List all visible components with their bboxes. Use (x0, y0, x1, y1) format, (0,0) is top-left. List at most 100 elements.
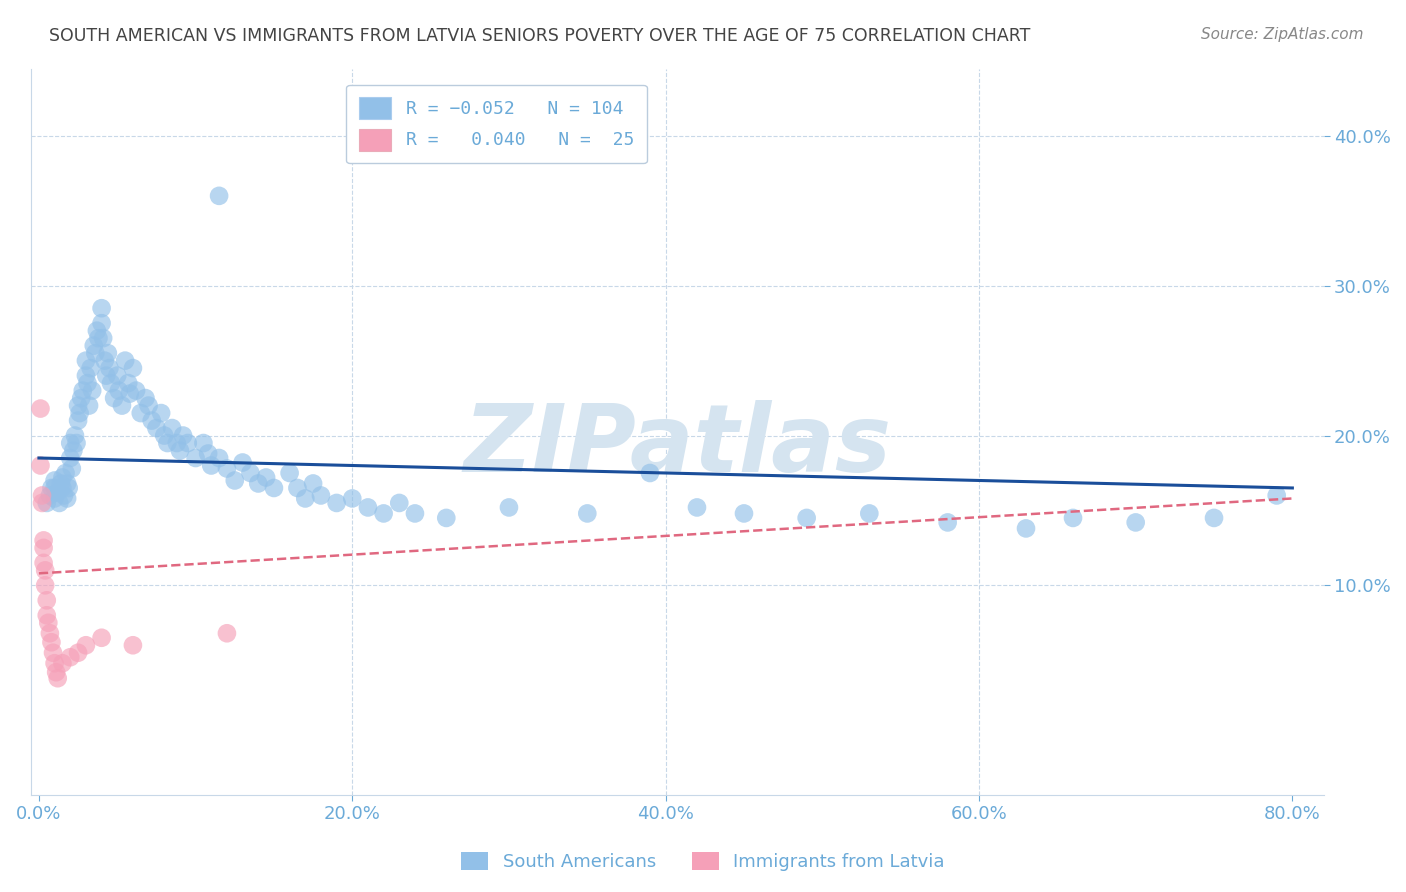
Point (30, 458, 52, 473)
Point (114, 353, 136, 368)
Point (796, 511, 818, 525)
Point (59, 436, 82, 450)
Point (35, 608, 58, 623)
Point (90, 631, 112, 645)
Point (44, 657, 66, 671)
Point (200, 458, 222, 473)
Point (576, 507, 599, 521)
Point (75, 638, 97, 652)
Point (96, 368, 118, 383)
Point (342, 491, 364, 506)
Point (70, 391, 93, 405)
Point (98, 361, 121, 376)
Text: ZIPatlas: ZIPatlas (464, 401, 891, 492)
Point (309, 488, 332, 502)
Point (34, 578, 56, 592)
Point (97, 346, 120, 360)
Point (91, 331, 114, 345)
Point (118, 386, 141, 401)
Point (145, 421, 167, 435)
Point (32, 556, 55, 570)
Point (67, 413, 90, 427)
Point (84, 346, 107, 360)
Point (41, 635, 63, 649)
Point (49, 476, 72, 491)
Point (254, 470, 277, 484)
Point (67, 646, 90, 660)
Text: SOUTH AMERICAN VS IMMIGRANTS FROM LATVIA SENIORS POVERTY OVER THE AGE OF 75 CORR: SOUTH AMERICAN VS IMMIGRANTS FROM LATVIA… (49, 27, 1031, 45)
Point (103, 391, 125, 405)
Point (177, 436, 200, 450)
Point (51, 470, 73, 484)
Point (160, 421, 183, 435)
Point (58, 481, 80, 495)
Point (122, 361, 145, 376)
Point (232, 455, 254, 469)
Point (434, 511, 457, 525)
Point (153, 428, 176, 442)
Point (41, 481, 63, 495)
Point (38, 626, 60, 640)
Point (373, 507, 395, 521)
Point (76, 376, 98, 390)
Point (150, 406, 173, 420)
Legend: South Americans, Immigrants from Latvia: South Americans, Immigrants from Latvia (454, 845, 952, 879)
Point (111, 399, 134, 413)
Point (686, 500, 709, 515)
Point (45, 665, 67, 680)
Point (122, 638, 145, 652)
Point (169, 443, 191, 458)
Point (733, 507, 755, 521)
Point (53, 488, 76, 502)
Point (90, 316, 112, 330)
Point (42, 646, 65, 660)
Point (1062, 511, 1084, 525)
Point (125, 384, 148, 398)
Point (37, 615, 59, 630)
Point (134, 391, 156, 405)
Point (77, 399, 100, 413)
Point (44, 491, 66, 506)
Point (239, 466, 262, 480)
Point (302, 476, 325, 491)
Point (56, 491, 79, 506)
Point (87, 331, 110, 345)
Point (83, 339, 105, 353)
Point (46, 485, 69, 500)
Point (1015, 521, 1038, 535)
Point (60, 461, 83, 475)
Point (59, 450, 82, 465)
Point (208, 450, 231, 465)
Point (208, 189, 231, 203)
Point (166, 436, 188, 450)
Point (105, 368, 128, 383)
Point (38, 488, 60, 502)
Point (67, 399, 90, 413)
Point (108, 384, 131, 398)
Point (184, 450, 207, 465)
Point (278, 466, 301, 480)
Point (325, 496, 347, 510)
Point (51, 481, 73, 495)
Point (86, 324, 108, 338)
Point (858, 507, 880, 521)
Point (35, 593, 58, 607)
Point (48, 496, 70, 510)
Point (44, 481, 66, 495)
Point (1202, 511, 1225, 525)
Point (357, 500, 380, 515)
Point (32, 541, 55, 555)
Point (56, 476, 79, 491)
Point (138, 399, 160, 413)
Point (46, 671, 69, 685)
Point (32, 533, 55, 548)
Point (90, 301, 112, 316)
Point (51, 657, 73, 671)
Point (62, 443, 84, 458)
Point (224, 474, 246, 488)
Point (193, 436, 215, 450)
Point (215, 626, 238, 640)
Point (215, 461, 238, 475)
Point (55, 466, 77, 480)
Point (100, 376, 122, 390)
